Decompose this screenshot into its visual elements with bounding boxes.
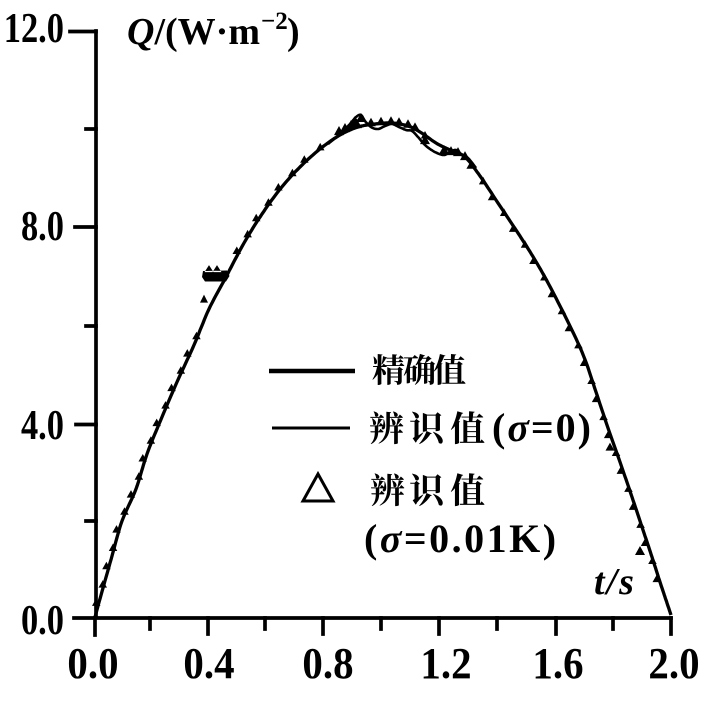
svg-text:Q/(W·m: Q/(W·m [127,11,260,53]
svg-text:t/s: t/s [594,561,636,603]
svg-text:(σ=0): (σ=0) [492,405,593,450]
svg-text:8.0: 8.0 [21,204,64,250]
svg-text:(σ=0.01K): (σ=0.01K) [364,516,559,561]
svg-text:0.8: 0.8 [302,640,353,689]
svg-text:4.0: 4.0 [21,403,64,449]
svg-text:2.0: 2.0 [648,640,699,689]
svg-text:12.0: 12.0 [4,6,64,52]
svg-text:−2: −2 [261,8,288,35]
svg-text:1.6: 1.6 [532,640,583,689]
svg-text:1.2: 1.2 [420,640,471,689]
svg-text:0.0: 0.0 [21,598,64,644]
svg-text:0.0: 0.0 [67,640,118,689]
svg-text:): ) [287,11,300,53]
svg-text:0.4: 0.4 [183,640,234,689]
